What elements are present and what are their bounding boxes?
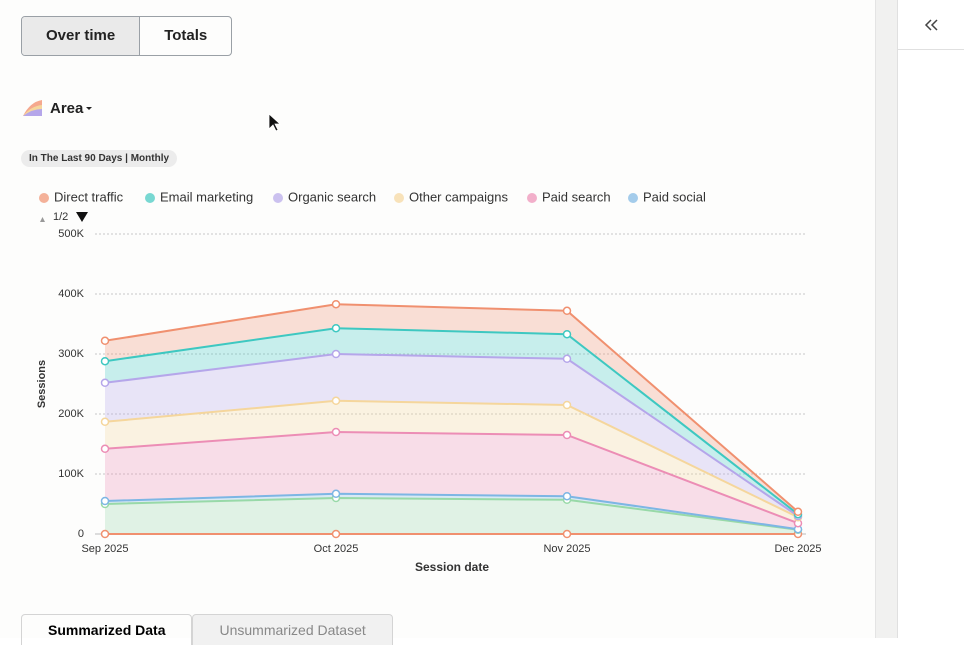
series-line [104,352,799,517]
data-point [100,417,110,427]
data-tabs: Summarized Data Unsummarized Dataset [21,614,393,645]
data-point [331,323,341,333]
area-fill [105,498,798,534]
x-tick-label: Nov 2025 [543,543,590,555]
data-point [331,489,341,499]
area-fill [105,400,798,524]
legend-swatch [527,193,537,203]
series-line [104,492,799,531]
area-icon [23,100,42,116]
chart-type-label: Area [50,99,84,117]
series-line [104,430,799,525]
data-point [331,396,341,406]
chart-type-select[interactable]: Area [22,98,95,118]
y-tick-label: 100K [58,468,84,480]
series-line [104,303,799,513]
data-point [562,430,572,440]
legend-label: Organic search [288,189,376,204]
series-line [104,399,799,519]
legend-label: Email marketing [160,189,253,204]
legend-label: Other campaigns [409,189,508,204]
data-point [331,427,341,437]
area-fill [105,354,798,518]
legend-next[interactable] [76,212,88,222]
collapse-button[interactable] [898,0,964,50]
side-panel [897,0,964,638]
series-line [104,327,799,515]
y-tick-label: 200K [58,408,84,420]
legend-swatch [39,193,49,203]
legend-swatch [394,193,404,203]
data-point [100,356,110,366]
y-axis-label: Sessions [36,360,48,408]
collapse-icon [924,18,938,31]
x-axis-label: Session date [415,560,489,574]
x-tick-label: Sep 2025 [81,543,128,555]
cursor [268,113,282,132]
chart: 1/2 Sessions Session date 0 100K 200K 300K 4… [36,113,822,574]
legend-page: 1/2 [53,211,68,223]
y-tick-label: 0 [78,528,84,540]
data-point [562,491,572,501]
view-toggle: Over time Totals [21,16,233,56]
data-point [562,529,572,539]
data-point [100,444,110,454]
legend-swatch [273,193,283,203]
legend-prev[interactable] [40,217,45,222]
data-point [562,354,572,364]
y-tick-label: 500K [58,228,84,240]
data-point [100,496,110,506]
legend-label: Paid social [643,189,706,204]
legend-swatch [145,193,155,203]
tab[interactable]: Summarized Data [21,614,193,645]
legend-label: Direct traffic [54,189,124,204]
data-point [100,336,110,346]
legend-label: Paid search [542,189,611,204]
legend-swatch [628,193,638,203]
tab[interactable]: Unsummarized Dataset [192,614,393,645]
data-point [562,329,572,339]
y-tick-label: 400K [58,288,84,300]
toggle-button[interactable]: Totals [164,27,208,44]
report-panel: Over time Totals Area In The Last 90 Day… [21,0,876,645]
toggle-button[interactable]: Over time [22,17,141,55]
y-tick-label: 300K [58,348,84,360]
data-point [331,529,341,539]
data-point [331,349,341,359]
data-point [562,306,572,316]
data-point [100,378,110,388]
caret [86,107,93,110]
data-point [793,507,803,517]
x-tick-label: Dec 2025 [774,543,821,555]
x-tick-label: Oct 2025 [314,543,359,555]
scrollbar[interactable] [876,0,897,638]
data-point [331,299,341,309]
data-point [100,529,110,539]
data-point [562,400,572,410]
series-line [104,496,799,531]
area-fill [105,432,798,530]
date-filter[interactable]: In The Last 90 Days | Monthly [21,150,178,167]
